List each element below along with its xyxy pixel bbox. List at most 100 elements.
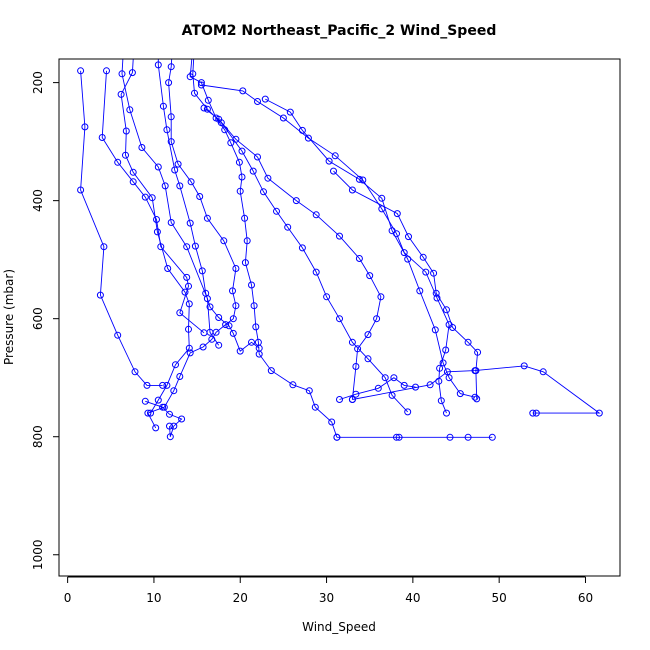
data-point bbox=[252, 323, 260, 331]
data-point bbox=[202, 289, 210, 297]
data-point bbox=[328, 418, 336, 426]
data-point bbox=[166, 410, 173, 418]
data-point bbox=[241, 259, 249, 267]
data-point bbox=[430, 269, 438, 277]
data-point bbox=[433, 294, 441, 302]
data-point bbox=[445, 374, 453, 382]
data-point bbox=[144, 409, 152, 417]
series-line bbox=[157, 59, 260, 352]
data-point bbox=[118, 70, 126, 78]
series-line bbox=[80, 70, 163, 386]
plot-frame bbox=[58, 58, 621, 577]
series-16 bbox=[200, 104, 385, 403]
plot-data bbox=[77, 0, 603, 441]
data-point bbox=[185, 325, 192, 333]
data-point bbox=[439, 359, 447, 367]
data-point bbox=[170, 387, 178, 395]
data-point bbox=[154, 163, 162, 171]
series-8 bbox=[189, 0, 412, 416]
data-point bbox=[143, 381, 151, 389]
data-point bbox=[238, 147, 246, 155]
data-point bbox=[273, 207, 280, 215]
series-6 bbox=[144, 0, 240, 432]
data-point bbox=[305, 387, 313, 395]
data-point bbox=[236, 347, 244, 355]
data-point bbox=[431, 326, 439, 334]
data-point bbox=[197, 81, 205, 89]
data-point bbox=[225, 322, 233, 330]
data-point bbox=[405, 233, 412, 241]
data-point bbox=[333, 433, 341, 441]
data-point bbox=[194, 0, 200, 4]
data-point bbox=[153, 228, 161, 236]
data-point bbox=[292, 197, 300, 205]
data-point bbox=[267, 367, 275, 375]
data-point bbox=[141, 193, 149, 201]
data-point bbox=[255, 350, 263, 358]
data-point bbox=[183, 243, 191, 251]
data-point bbox=[170, 422, 178, 430]
data-point bbox=[261, 95, 269, 103]
data-point bbox=[416, 287, 424, 295]
series-line bbox=[189, 59, 338, 438]
data-point bbox=[172, 361, 179, 369]
series-line bbox=[145, 400, 183, 437]
series-line bbox=[120, 59, 190, 414]
data-point bbox=[187, 178, 195, 186]
data-point bbox=[254, 98, 261, 105]
x-tick-label: 40 bbox=[405, 591, 420, 605]
data-point bbox=[154, 396, 162, 404]
data-point bbox=[378, 205, 386, 213]
data-point bbox=[185, 282, 192, 290]
data-point bbox=[348, 338, 356, 346]
data-point bbox=[400, 249, 408, 257]
data-point bbox=[198, 267, 206, 275]
data-point bbox=[164, 265, 172, 272]
data-point bbox=[148, 194, 156, 202]
series-line bbox=[192, 59, 409, 413]
data-point bbox=[98, 134, 106, 141]
data-point bbox=[196, 193, 204, 200]
data-point bbox=[117, 90, 125, 98]
data-point bbox=[404, 408, 412, 416]
data-point bbox=[595, 409, 603, 417]
data-point bbox=[529, 409, 537, 417]
data-point bbox=[215, 341, 223, 349]
data-point bbox=[159, 403, 167, 411]
data-point bbox=[279, 114, 287, 122]
data-point bbox=[203, 214, 211, 222]
data-point bbox=[152, 424, 160, 432]
data-point bbox=[232, 265, 240, 272]
y-axis-label: Pressure (mbar) bbox=[2, 269, 16, 365]
x-tick-label: 30 bbox=[319, 591, 334, 605]
data-point bbox=[185, 300, 193, 308]
data-point bbox=[393, 230, 400, 238]
data-point bbox=[260, 188, 267, 196]
x-tick-label: 50 bbox=[492, 591, 507, 605]
data-point bbox=[134, 0, 140, 4]
series-line bbox=[147, 59, 237, 429]
data-point bbox=[473, 395, 481, 403]
data-point bbox=[381, 374, 389, 382]
data-point bbox=[390, 374, 398, 382]
data-point bbox=[419, 253, 427, 261]
data-point bbox=[173, 0, 179, 3]
data-point bbox=[123, 0, 129, 4]
data-point bbox=[128, 69, 136, 77]
data-point bbox=[189, 70, 197, 78]
data-point bbox=[352, 363, 360, 370]
data-point bbox=[456, 390, 464, 398]
data-point bbox=[176, 373, 184, 380]
data-point bbox=[203, 105, 211, 113]
data-point bbox=[154, 61, 162, 69]
data-point bbox=[176, 309, 184, 317]
data-point bbox=[377, 293, 385, 301]
data-point bbox=[330, 167, 337, 175]
data-point bbox=[131, 368, 139, 376]
data-point bbox=[227, 139, 235, 147]
data-point bbox=[138, 144, 146, 151]
data-point bbox=[186, 219, 194, 227]
data-point bbox=[355, 255, 363, 262]
data-point bbox=[122, 151, 129, 159]
